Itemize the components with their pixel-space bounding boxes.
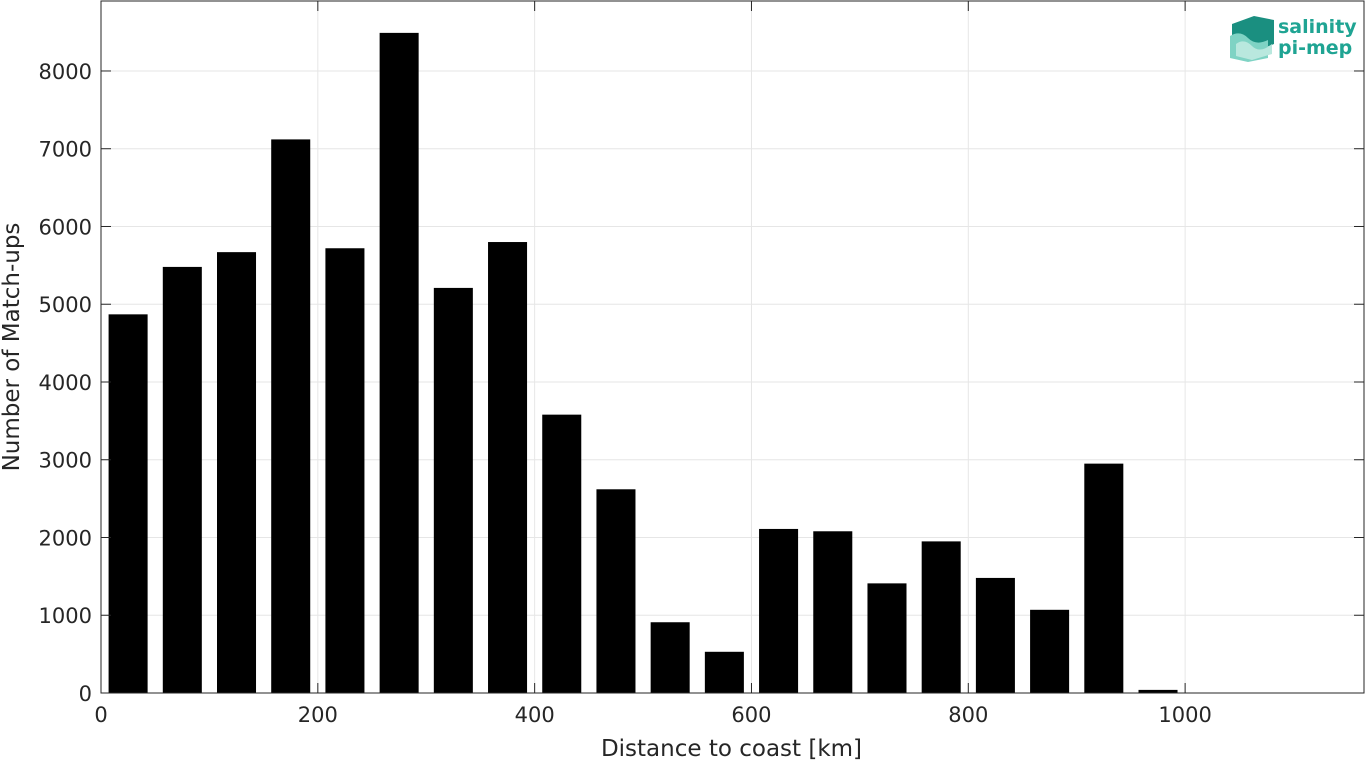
grid-lines (100, 1, 1364, 694)
bar (921, 541, 961, 693)
y-tick-label: 5000 (39, 293, 92, 317)
y-tick-label: 0 (79, 682, 92, 706)
salinity-pi-mep-logo: salinity pi-mep (1230, 16, 1357, 62)
x-tick-label: 400 (515, 703, 555, 727)
bar (379, 32, 419, 693)
y-tick-label: 6000 (39, 215, 92, 239)
bar (596, 489, 636, 693)
y-tick-label: 7000 (39, 138, 92, 162)
bar (704, 651, 744, 693)
logo-text-pi-mep: pi-mep (1278, 37, 1352, 59)
y-tick-label: 2000 (39, 526, 92, 550)
bar (975, 577, 1015, 693)
bar (542, 414, 582, 693)
bar (867, 583, 907, 693)
bar (1138, 689, 1178, 693)
bar (108, 314, 148, 693)
bar (759, 528, 799, 693)
wave-icon (1230, 16, 1274, 62)
bar (271, 139, 311, 693)
bar (325, 248, 365, 693)
x-axis-label: Distance to coast [km] (601, 736, 862, 761)
bars (108, 32, 1341, 694)
bar (162, 266, 202, 693)
y-tick-labels: 0 1000 2000 3000 4000 5000 6000 7000 8000 (39, 60, 92, 706)
bar (433, 287, 473, 693)
bar (813, 531, 853, 693)
axes-box (100, 0, 1365, 694)
y-tick-label: 3000 (39, 449, 92, 473)
x-tick-labels: 0 200 400 600 800 1000 (94, 703, 1212, 727)
y-tick-label: 8000 (39, 60, 92, 84)
x-tick-label: 200 (298, 703, 338, 727)
bar (488, 242, 528, 694)
y-axis-label: Number of Match-ups (0, 223, 25, 472)
bar (650, 622, 690, 693)
tick-marks (100, 1, 1364, 694)
logo-text-salinity: salinity (1278, 16, 1357, 38)
bar (1030, 609, 1070, 693)
bar (217, 252, 257, 693)
y-tick-label: 4000 (39, 371, 92, 395)
x-tick-label: 0 (94, 703, 107, 727)
x-tick-label: 1000 (1158, 703, 1211, 727)
bar (1084, 463, 1124, 693)
x-tick-label: 800 (948, 703, 988, 727)
y-tick-label: 1000 (39, 604, 92, 628)
x-tick-label: 600 (731, 703, 771, 727)
